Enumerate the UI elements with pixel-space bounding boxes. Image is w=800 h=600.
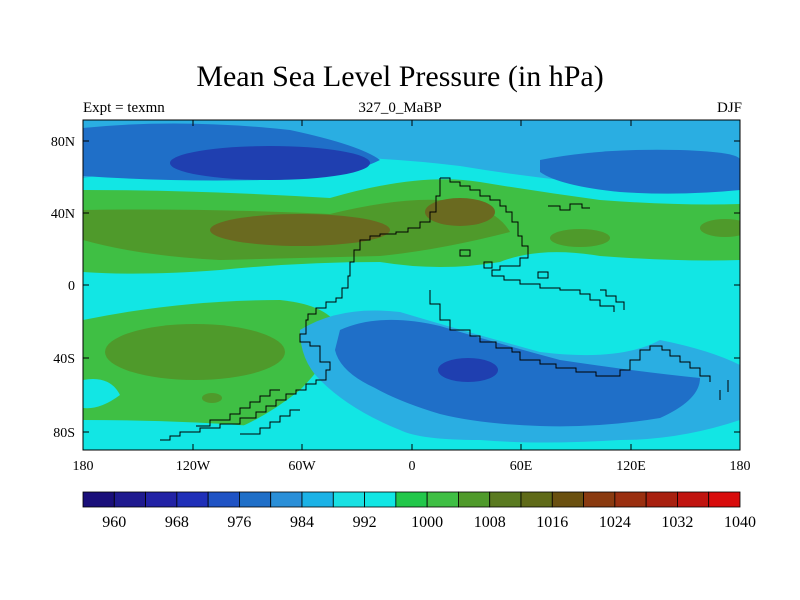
coastline-south bbox=[429, 290, 711, 382]
colorbar-swatch bbox=[614, 491, 647, 508]
colorbar-label: 992 bbox=[353, 514, 377, 531]
lon-label-180e: 180 bbox=[730, 459, 751, 474]
lon-label-60w: 60W bbox=[288, 459, 316, 474]
pressure-field bbox=[83, 120, 740, 450]
lat-label-80n: 80N bbox=[51, 135, 75, 150]
experiment-label: Expt = texmn bbox=[83, 100, 165, 116]
lon-label-180w: 180 bbox=[73, 459, 94, 474]
south-low-main bbox=[335, 319, 700, 427]
colorbar-label: 1016 bbox=[536, 514, 568, 531]
lon-label-120w: 120W bbox=[176, 459, 211, 474]
colorbar-label: 1024 bbox=[599, 514, 631, 531]
colorbar-label: 1032 bbox=[661, 514, 693, 531]
south-low-core bbox=[438, 358, 498, 382]
coastline-north bbox=[440, 177, 615, 312]
midlat-high-core-west bbox=[210, 214, 390, 246]
south-high-core bbox=[105, 324, 285, 380]
lat-label-40n: 40N bbox=[51, 207, 75, 222]
lon-label-0: 0 bbox=[409, 459, 416, 474]
colorbar-swatch bbox=[113, 491, 146, 508]
south-cyan-pocket bbox=[83, 379, 120, 409]
colorbar-swatch bbox=[708, 491, 741, 508]
colorbar-swatch bbox=[82, 491, 115, 508]
colorbar-label: 1000 bbox=[411, 514, 443, 531]
colorbar-swatch bbox=[301, 491, 334, 508]
midlat-high-core-edge bbox=[700, 219, 740, 237]
colorbar-label: 984 bbox=[290, 514, 314, 531]
colorbar-swatch bbox=[677, 491, 710, 508]
colorbar-swatch bbox=[645, 491, 678, 508]
colorbar-swatch bbox=[551, 491, 584, 508]
lon-label-60e: 60E bbox=[510, 459, 533, 474]
lat-label-0: 0 bbox=[68, 279, 75, 294]
colorbar-swatch bbox=[270, 491, 303, 508]
lat-label-80s: 80S bbox=[53, 426, 75, 441]
colorbar-label: 1040 bbox=[724, 514, 756, 531]
colorbar-swatch bbox=[520, 491, 553, 508]
colorbar-swatch bbox=[395, 491, 428, 508]
midlat-high-core-center bbox=[425, 198, 495, 226]
colorbar-label: 960 bbox=[102, 514, 126, 531]
colorbar-swatch bbox=[364, 491, 397, 508]
colorbar: 960 968 976 984 992 1000 1008 1016 1024 1032 1040 bbox=[82, 491, 756, 531]
south-polar-cyan bbox=[83, 420, 740, 450]
colorbar-label: 1008 bbox=[474, 514, 506, 531]
north-low-pacific bbox=[540, 149, 740, 194]
coastline bbox=[160, 177, 729, 441]
south-high-small bbox=[202, 393, 222, 403]
colorbar-swatch bbox=[176, 491, 209, 508]
colorbar-swatch bbox=[458, 491, 491, 508]
colorbar-swatch bbox=[426, 491, 459, 508]
chart-title: Mean Sea Level Pressure (in hPa) bbox=[196, 60, 604, 93]
colorbar-swatch bbox=[583, 491, 616, 508]
axis-ticks bbox=[83, 120, 740, 450]
lat-label-40s: 40S bbox=[53, 352, 75, 367]
colorbar-swatch bbox=[332, 491, 365, 508]
coastline-southwest bbox=[160, 389, 300, 441]
colorbar-swatch bbox=[207, 491, 240, 508]
colorbar-swatch bbox=[145, 491, 178, 508]
coastline-islands bbox=[459, 203, 729, 400]
colorbar-label: 976 bbox=[227, 514, 251, 531]
season-label: DJF bbox=[716, 100, 742, 116]
time-label: 327_0_MaBP bbox=[358, 100, 442, 116]
north-low-core bbox=[170, 146, 370, 180]
colorbar-label: 968 bbox=[165, 514, 189, 531]
colorbar-swatch bbox=[489, 491, 522, 508]
colorbar-swatch bbox=[239, 491, 272, 508]
coastline-gondwana bbox=[190, 178, 441, 433]
midlat-high-core-east bbox=[550, 229, 610, 247]
lon-label-120e: 120E bbox=[616, 459, 646, 474]
